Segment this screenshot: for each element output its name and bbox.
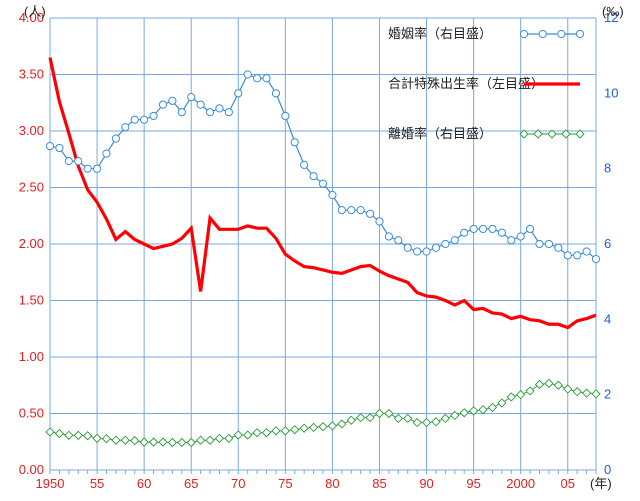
y-right-tick: 4 <box>604 311 611 326</box>
legend-label-marriage: 婚姻率（右目盛） <box>388 26 492 41</box>
x-tick: 95 <box>466 476 480 491</box>
x-tick: 60 <box>137 476 151 491</box>
y-right-tick: 0 <box>604 462 611 477</box>
x-tick: 2000 <box>506 476 535 491</box>
y-left-tick: 1.50 <box>19 293 44 308</box>
y-right-tick: 6 <box>604 236 611 251</box>
y-left-tick: 3.00 <box>19 123 44 138</box>
x-tick: 75 <box>278 476 292 491</box>
y-left-tick: 3.50 <box>19 67 44 82</box>
y-right-tick: 8 <box>604 161 611 176</box>
line-chart: 0.000.501.001.502.002.503.003.504.000246… <box>0 0 640 501</box>
x-unit: (年) <box>590 476 612 491</box>
x-tick: 90 <box>419 476 433 491</box>
x-tick: 65 <box>184 476 198 491</box>
x-tick: 05 <box>561 476 575 491</box>
y-right-tick: 10 <box>604 85 618 100</box>
legend-label-divorce: 離婚率（右目盛） <box>388 126 492 141</box>
y-left-tick: 2.50 <box>19 180 44 195</box>
right-unit: (‰) <box>602 4 624 19</box>
y-left-tick: 0.50 <box>19 406 44 421</box>
left-unit: (人) <box>24 4 46 19</box>
x-tick: 55 <box>90 476 104 491</box>
y-right-tick: 2 <box>604 387 611 402</box>
x-tick: 85 <box>372 476 386 491</box>
x-tick: 70 <box>231 476 245 491</box>
x-tick: 80 <box>325 476 339 491</box>
legend-label-tfr: 合計特殊出生率（左目盛） <box>388 76 544 91</box>
y-left-tick: 0.00 <box>19 462 44 477</box>
y-left-tick: 1.00 <box>19 349 44 364</box>
x-tick: 1950 <box>36 476 65 491</box>
y-left-tick: 2.00 <box>19 236 44 251</box>
